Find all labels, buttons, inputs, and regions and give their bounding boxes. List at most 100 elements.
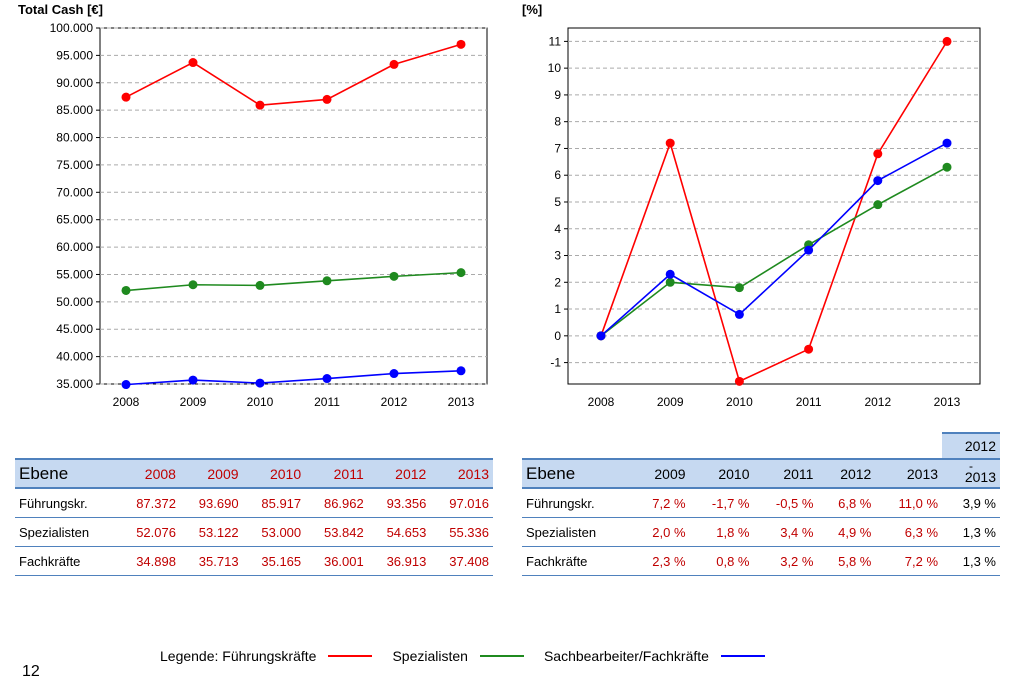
span-header-bottom: - 2013 — [942, 458, 1000, 489]
x-tick-label: 2008 — [588, 395, 615, 409]
data-point — [389, 59, 399, 69]
data-point — [873, 149, 883, 159]
data-point — [188, 280, 198, 290]
series-line-0 — [600, 40, 948, 383]
cell: 7,2 % — [875, 546, 943, 576]
y-tick-label: 7 — [554, 141, 561, 155]
y-tick-label: 90.000 — [56, 76, 93, 90]
data-point — [734, 309, 744, 319]
y-tick-label: 45.000 — [56, 322, 93, 336]
cell: 36.913 — [367, 546, 431, 576]
y-tick-label: -1 — [550, 356, 561, 370]
x-tick-label: 2011 — [796, 395, 822, 409]
x-tick-label: 2012 — [864, 395, 891, 409]
data-point — [596, 331, 606, 341]
cell: 2,3 % — [631, 546, 690, 576]
chart-title: Total Cash [€] — [18, 2, 103, 17]
cell: 6,3 % — [875, 517, 943, 547]
chart-total-cash: Total Cash [€] 100.000 95.000 90.000 85.000 8… — [18, 2, 488, 409]
row-label: Fachkräfte — [15, 546, 118, 576]
y-tick-label: 50.000 — [56, 295, 93, 309]
y-tick-label: 9 — [554, 88, 561, 102]
data-point — [188, 58, 198, 68]
charts-canvas: Total Cash [€] 100.000 95.000 90.000 85.000 8… — [18, 2, 981, 409]
data-point — [456, 268, 466, 278]
cell: 5,8 % — [817, 546, 876, 576]
cell: 85.917 — [242, 488, 306, 518]
y-tick-label: 6 — [554, 168, 561, 182]
legend-swatch-blue — [720, 655, 765, 657]
data-point — [942, 138, 952, 148]
cell: 52.076 — [117, 517, 180, 547]
series-line-2 — [125, 370, 462, 386]
data-point — [665, 138, 675, 148]
y-tick-label: 3 — [554, 249, 561, 263]
table-row: Führungskr. 7,2 % -1,7 % -0,5 % 6,8 % 11… — [522, 488, 1000, 518]
x-tick-label: 2011 — [314, 395, 340, 409]
row-label: Führungskr. — [522, 488, 632, 518]
cell: 37.408 — [430, 546, 493, 576]
y-tick-label: 0 — [554, 329, 561, 343]
data-point — [255, 280, 265, 290]
data-point — [804, 245, 814, 255]
data-point — [121, 380, 131, 390]
cell: 53.000 — [242, 517, 306, 547]
x-tick-label: 2013 — [448, 395, 475, 409]
table1-header-label: Ebene — [15, 458, 118, 489]
cell: 54.653 — [367, 517, 431, 547]
cell: 97.016 — [430, 488, 493, 518]
plot-frame — [99, 27, 488, 385]
data-point — [322, 276, 332, 286]
series-line-0 — [125, 43, 462, 106]
cell-span: 1,3 % — [942, 517, 1000, 547]
x-tick-label: 2009 — [657, 395, 684, 409]
table1-year: 2011 — [305, 458, 368, 489]
data-point — [665, 269, 675, 279]
y-tick-label: 75.000 — [56, 158, 93, 172]
cell: -0,5 % — [753, 488, 818, 518]
cell: 11,0 % — [875, 488, 943, 518]
data-point — [942, 162, 952, 172]
data-point — [322, 94, 332, 104]
y-tick-label: 5 — [554, 195, 561, 209]
data-point — [188, 375, 198, 385]
table1-year: 2008 — [117, 458, 180, 489]
cell: 93.690 — [179, 488, 243, 518]
cell: 86.962 — [305, 488, 368, 518]
y-tick-label: 100.000 — [50, 21, 94, 35]
table2-year: 2013 — [875, 458, 943, 489]
series-line-1 — [125, 271, 462, 292]
cell: 1,8 % — [689, 517, 754, 547]
data-point — [255, 378, 265, 388]
cell: 35.165 — [242, 546, 306, 576]
cell: 3,2 % — [753, 546, 818, 576]
table2-year: 2010 — [689, 458, 754, 489]
plot-frame — [567, 27, 981, 385]
cell: -1,7 % — [689, 488, 754, 518]
table-total-cash: Ebene 2008 2009 2010 2011 2012 2013 Führ… — [15, 458, 493, 576]
legend: Legende: Führungskräfte Spezialisten Sac… — [160, 648, 779, 664]
data-point — [121, 285, 131, 295]
cell: 4,9 % — [817, 517, 876, 547]
table1-year: 2009 — [179, 458, 243, 489]
row-label: Fachkräfte — [522, 546, 632, 576]
table2-header-label: Ebene — [522, 458, 632, 489]
span-header-bottom-text: 2013 — [964, 468, 996, 485]
legend-label-spezialisten: Spezialisten — [392, 648, 468, 664]
span-header-top: 2012 — [942, 432, 1000, 459]
cell: 6,8 % — [817, 488, 876, 518]
cell: 36.001 — [305, 546, 368, 576]
cell-span: 1,3 % — [942, 546, 1000, 576]
table-row: Spezialisten 52.076 53.122 53.000 53.842… — [15, 517, 493, 547]
data-point — [942, 36, 952, 46]
cell-span: 3,9 % — [942, 488, 1000, 518]
x-tick-label: 2012 — [381, 395, 408, 409]
y-tick-label: 4 — [554, 222, 561, 236]
data-point — [389, 369, 399, 379]
table2-year: 2011 — [753, 458, 818, 489]
row-label: Spezialisten — [15, 517, 118, 547]
data-point — [255, 100, 265, 110]
data-point — [121, 92, 131, 102]
data-point — [873, 200, 883, 210]
cell: 2,0 % — [631, 517, 690, 547]
